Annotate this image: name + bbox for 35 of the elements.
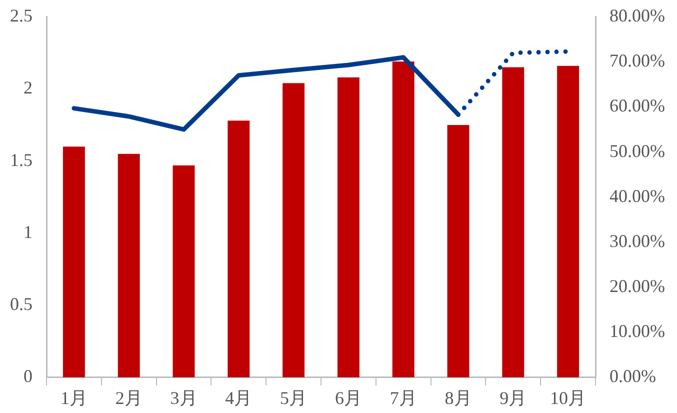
y2-tick-label: 0.00% [610, 366, 656, 386]
bar [447, 124, 470, 378]
x-tick-label: 9月 [500, 388, 527, 408]
y2-tick-label: 30.00% [610, 230, 666, 251]
y-tick-label: 2 [24, 78, 32, 98]
bar [337, 77, 360, 378]
y-tick-label: 0.5 [10, 294, 32, 314]
bar [282, 83, 305, 378]
x-tick-label: 3月 [170, 388, 198, 408]
bar [118, 154, 140, 378]
x-tick-label: 8月 [444, 388, 472, 408]
y2-tick-label: 50.00% [610, 140, 666, 161]
y-tick-label: 2.5 [10, 6, 32, 26]
y2-tick-label: 10.00% [610, 321, 666, 342]
y-tick-label: 1 [24, 222, 32, 242]
bar [172, 165, 195, 378]
x-tick-label: 2月 [115, 388, 142, 408]
y2-tick-label: 40.00% [610, 186, 666, 206]
bar [228, 120, 250, 378]
bar [392, 62, 414, 378]
y2-tick-label: 60.00% [610, 96, 666, 116]
bar [502, 67, 524, 378]
x-tick-label: 5月 [280, 388, 308, 408]
y-tick-label: 0 [24, 366, 32, 386]
x-tick-label: 6月 [334, 388, 362, 408]
x-tick-label: 4月 [225, 388, 252, 408]
y-tick-label: 1.5 [10, 150, 32, 170]
x-tick-label: 10月 [550, 388, 586, 408]
y2-tick-label: 70.00% [610, 50, 666, 71]
x-tick-label: 7月 [390, 388, 417, 408]
bar [62, 146, 85, 378]
y2-tick-label: 20.00% [610, 276, 666, 296]
bar [557, 66, 580, 378]
x-tick-label: 1月 [60, 388, 88, 408]
y2-tick-label: 80.00% [610, 6, 666, 26]
